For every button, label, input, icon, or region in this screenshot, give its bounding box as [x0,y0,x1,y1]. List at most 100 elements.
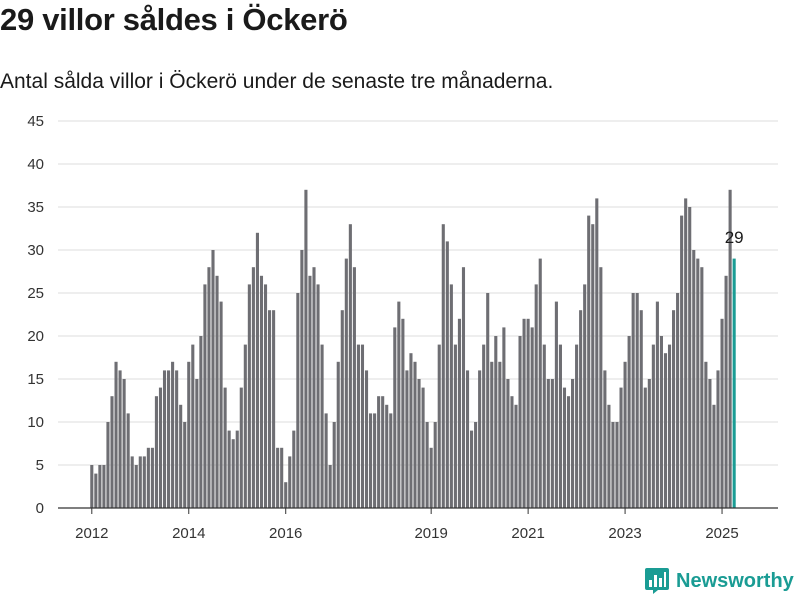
bar [583,284,587,508]
bar [445,241,449,508]
bar [667,344,672,508]
y-tick-label: 40 [27,156,44,173]
x-tick-label: 2019 [414,525,447,542]
y-tick-label: 0 [36,500,44,517]
bar [441,224,445,508]
bar [369,413,373,508]
bar [385,404,389,508]
bar [542,344,546,508]
bar [175,370,179,508]
bar [348,224,352,508]
bar [409,353,413,508]
bar [692,250,696,508]
x-axis: 2012 2014 2016 2019 2021 2023 2025 [58,507,778,542]
bar [696,258,700,508]
bar [465,370,470,508]
bar [571,379,575,508]
bar [316,284,320,508]
bar [457,318,461,508]
bar [599,267,603,508]
bar [627,336,631,508]
bar [449,284,453,508]
bar [453,344,457,508]
bar [579,310,583,508]
bar [546,379,550,508]
bar [114,361,118,508]
bar [162,370,167,508]
bar [595,198,599,508]
bar [235,430,239,508]
chart-title: 29 villor såldes i Öckerö [0,2,348,37]
bar [102,465,106,508]
bar [251,267,255,508]
y-tick-label: 10 [27,414,44,431]
bar [655,301,659,508]
bar [284,482,288,508]
chart-subtitle: Antal sålda villor i Öckerö under de sen… [0,70,554,93]
bar [126,413,130,508]
bar [522,318,526,508]
bar [360,344,365,508]
bar [478,370,482,508]
y-tick-label: 45 [27,113,44,130]
bar [288,456,292,508]
bar [688,207,692,508]
bar [215,275,219,508]
bar [203,284,207,508]
bar [199,336,203,508]
bar [183,422,187,508]
bar [239,387,243,508]
x-tick-label: 2023 [608,525,641,542]
bar [482,344,486,508]
bar [138,456,142,508]
bar [461,267,466,508]
bar [566,396,571,508]
bar [397,301,401,508]
bar [486,293,490,508]
bar [470,430,474,508]
bar [663,353,668,508]
bar [425,422,429,508]
bar [304,189,308,509]
x-tick-label: 2021 [511,525,544,542]
bar [538,258,542,508]
bar [373,413,377,508]
bar [276,447,280,508]
bar [635,293,639,508]
bar [603,370,607,508]
bar [684,198,688,508]
brand-name: Newsworthy [676,569,794,592]
bar [591,224,595,508]
bar [417,379,421,508]
bar [340,310,344,508]
bar [195,379,199,508]
bar [167,370,171,508]
highlight-value-label: 29 [725,228,744,247]
bar [263,284,268,508]
bar [259,275,264,508]
bar [243,344,247,508]
y-tick-label: 5 [36,457,44,474]
bar [672,310,676,508]
bar [631,293,635,508]
bar [324,413,328,508]
bar [389,413,393,508]
bar [587,215,591,508]
bar [122,379,126,508]
bar [437,344,441,508]
bar [150,447,154,508]
bar [223,387,227,508]
bar [90,465,94,508]
bar [647,379,651,508]
bar [676,293,680,508]
bars [90,189,736,509]
bar [268,310,272,508]
bar [494,336,498,508]
bar [611,422,615,508]
bar [328,465,332,508]
newsworthy-logo[interactable]: Newsworthy [644,567,794,595]
bar [377,396,381,508]
x-tick-label: 2016 [269,525,302,542]
bar [651,344,655,508]
